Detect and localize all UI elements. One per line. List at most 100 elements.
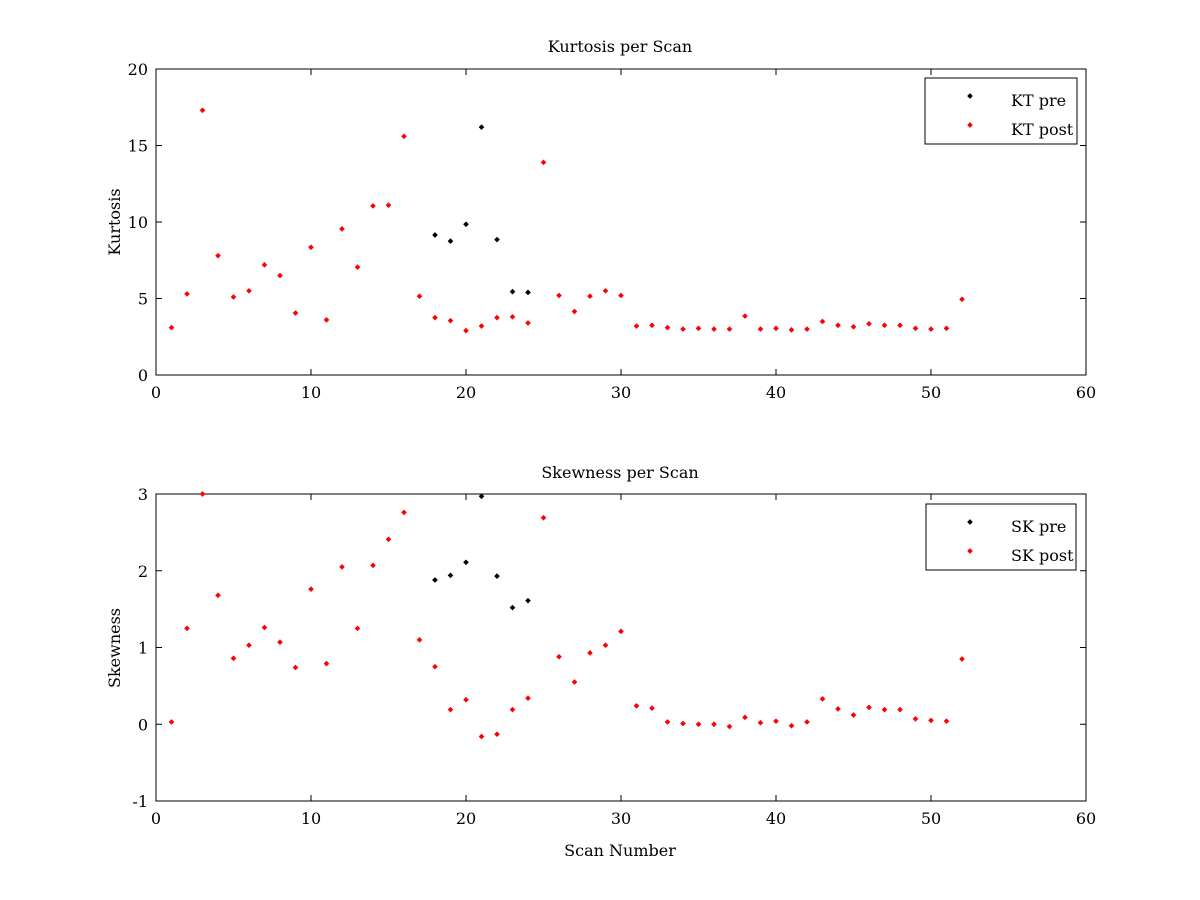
data-point-kt-post (618, 292, 624, 299)
data-point-sk-post (540, 514, 547, 521)
data-point-sk-post (866, 704, 872, 711)
data-point-kt-pre (432, 232, 438, 238)
data-point-kt-post (695, 325, 702, 332)
x-tick-label: 40 (766, 809, 786, 828)
x-tick-label: 30 (611, 809, 631, 828)
data-point-kt-pre (494, 236, 500, 243)
y-tick-label: -1 (132, 792, 148, 811)
data-point-kt-post (850, 323, 857, 330)
data-point-kt-pre (509, 288, 516, 295)
data-point-sk-post (246, 642, 252, 649)
y-tick-label: 5 (138, 290, 148, 309)
data-point-kt-post (323, 317, 330, 323)
data-point-sk-post (354, 625, 361, 632)
skewness-x-axis-label: Scan Number (564, 841, 676, 860)
kurtosis-legend-box (924, 77, 1078, 145)
data-point-sk-post (788, 722, 795, 729)
data-point-sk-post (571, 679, 578, 685)
data-point-kt-post (525, 320, 531, 326)
data-point-kt-post (757, 326, 764, 332)
data-point-kt-post (959, 296, 965, 303)
x-tick-label: 0 (151, 383, 161, 402)
data-point-kt-post (726, 326, 733, 332)
x-tick-label: 20 (456, 809, 476, 828)
data-point-sk-post (928, 717, 934, 724)
data-point-sk-post (633, 703, 640, 709)
data-point-kt-post (261, 262, 268, 268)
data-point-sk-post (850, 712, 857, 718)
x-tick-label: 60 (1076, 383, 1096, 402)
data-point-sk-post (168, 719, 175, 725)
skewness-y-axis-label: Skewness (105, 608, 124, 688)
y-tick-label: 0 (138, 715, 148, 734)
kurtosis-legend-marker-kt-post (967, 122, 973, 128)
data-point-kt-post (664, 324, 671, 331)
data-point-kt-post (385, 202, 392, 208)
kurtosis-axis-ticks: 0 10 20 30 40 50 60 0 5 10 15 20 (128, 60, 1097, 402)
data-point-sk-pre (478, 493, 485, 500)
data-point-sk-post (478, 733, 485, 740)
data-point-kt-post (649, 322, 655, 329)
x-tick-label: 20 (456, 383, 476, 402)
legend-marker-symbol (967, 93, 973, 99)
data-point-kt-post (370, 203, 376, 209)
data-point-kt-post (416, 293, 423, 300)
skewness-legend-marker-sk-pre (967, 519, 973, 525)
legend-marker-symbol (967, 519, 973, 525)
data-point-sk-post (695, 721, 702, 728)
data-point-kt-post (494, 314, 500, 321)
y-tick-label: 3 (138, 485, 148, 504)
data-point-kt-post (215, 252, 221, 259)
data-point-sk-post (261, 624, 268, 631)
data-point-kt-post (804, 326, 810, 332)
data-point-sk-pre (509, 604, 516, 611)
data-point-sk-post (494, 731, 500, 738)
data-point-sk-post (199, 491, 206, 497)
data-point-sk-post (556, 653, 562, 660)
y-tick-label: 1 (138, 639, 148, 658)
data-point-kt-post (571, 308, 578, 315)
x-tick-label: 60 (1076, 809, 1096, 828)
data-point-kt-post (184, 291, 190, 297)
data-point-kt-post (587, 293, 593, 300)
x-tick-label: 10 (301, 383, 321, 402)
data-point-kt-post (819, 318, 826, 325)
data-point-kt-post (292, 310, 299, 316)
y-tick-label: 15 (128, 137, 148, 156)
data-point-sk-post (323, 660, 330, 667)
kurtosis-legend-label-kt-pre: KT pre (1011, 91, 1066, 110)
data-point-sk-post (587, 650, 593, 656)
data-point-sk-pre (447, 572, 454, 579)
data-point-sk-post (184, 625, 190, 632)
data-point-sk-post (292, 664, 299, 671)
kurtosis-data-points (168, 107, 965, 334)
kurtosis-legend-label-kt-post: KT post (1011, 120, 1074, 139)
data-point-kt-post (447, 317, 454, 324)
data-point-kt-post (199, 107, 206, 114)
skewness-legend-label-sk-pre: SK pre (1011, 517, 1066, 536)
data-point-kt-post (540, 159, 547, 166)
data-point-sk-post (649, 705, 655, 711)
data-point-sk-pre (525, 597, 531, 604)
data-point-sk-post (215, 592, 221, 599)
data-point-kt-post (943, 325, 950, 332)
skewness-plot-title: Skewness per Scan (541, 463, 698, 482)
data-point-sk-post (943, 718, 950, 725)
data-point-kt-post (339, 226, 345, 232)
skewness-legend-marker-sk-post (967, 548, 973, 554)
data-point-sk-post (773, 718, 779, 725)
y-tick-label: 0 (138, 366, 148, 385)
data-point-kt-post (168, 324, 175, 331)
data-point-sk-pre (494, 573, 500, 579)
data-point-kt-post (742, 313, 748, 319)
data-point-kt-post (912, 325, 919, 332)
data-point-kt-post (897, 322, 903, 329)
data-point-sk-post (711, 721, 717, 728)
data-point-sk-post (277, 639, 283, 645)
data-point-kt-post (788, 327, 795, 333)
data-point-sk-post (881, 706, 888, 713)
